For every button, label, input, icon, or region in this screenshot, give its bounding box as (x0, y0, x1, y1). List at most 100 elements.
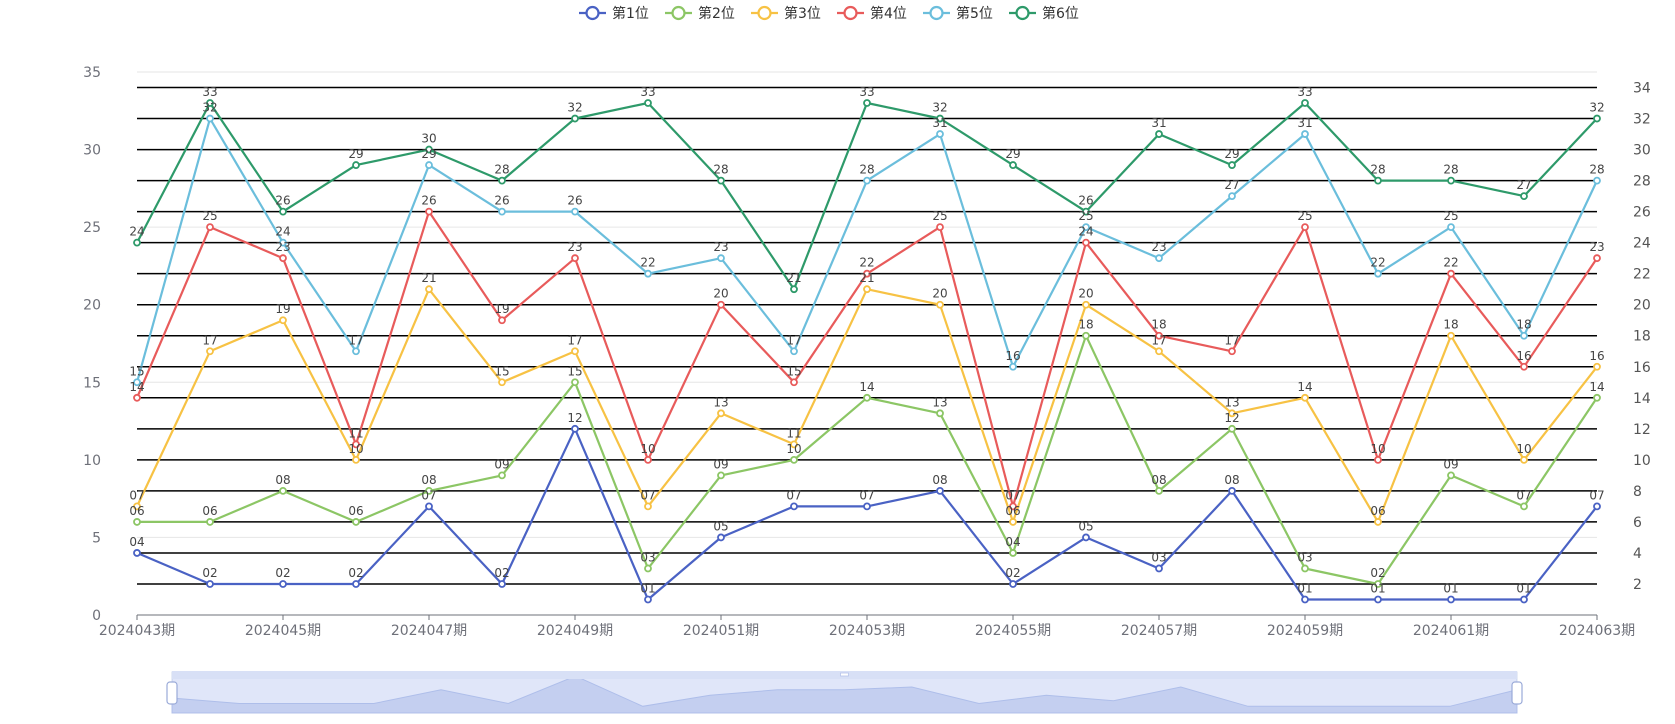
data-point[interactable] (498, 471, 506, 480)
data-point[interactable] (1009, 518, 1017, 526)
data-point[interactable] (498, 378, 506, 387)
legend-item[interactable]: 第5位 (923, 5, 993, 22)
data-point[interactable] (1301, 99, 1309, 107)
data-point[interactable] (790, 502, 798, 511)
data-point[interactable] (352, 347, 360, 356)
legend-item[interactable]: 第6位 (1009, 5, 1079, 22)
data-point[interactable] (863, 393, 871, 402)
data-point[interactable] (1520, 595, 1528, 604)
data-point[interactable] (279, 254, 287, 263)
data-point[interactable] (1155, 486, 1163, 495)
data-point[interactable] (1447, 471, 1455, 480)
data-point[interactable] (1374, 455, 1382, 464)
data-point[interactable] (790, 455, 798, 464)
data-point[interactable] (790, 440, 798, 449)
data-point[interactable] (1082, 533, 1090, 542)
data-point[interactable] (1447, 331, 1455, 340)
data-point[interactable] (644, 455, 652, 464)
data-point[interactable] (1374, 580, 1382, 588)
data-point[interactable] (1374, 595, 1382, 604)
data-point[interactable] (1301, 595, 1309, 604)
data-point[interactable] (1228, 486, 1236, 495)
data-point[interactable] (717, 533, 725, 542)
data-point[interactable] (1593, 502, 1601, 511)
data-point[interactable] (571, 207, 579, 216)
data-point[interactable] (1447, 595, 1455, 604)
data-point[interactable] (498, 207, 506, 216)
data-point[interactable] (279, 238, 287, 247)
data-point[interactable] (1520, 502, 1528, 511)
data-point[interactable] (1228, 409, 1236, 418)
data-point[interactable] (790, 285, 798, 294)
data-point[interactable] (1374, 269, 1382, 278)
data-point[interactable] (498, 580, 506, 588)
data-point[interactable] (644, 502, 652, 511)
data-point[interactable] (425, 486, 433, 495)
data-point[interactable] (936, 409, 944, 418)
data-point[interactable] (571, 347, 579, 356)
data-point[interactable] (279, 207, 287, 216)
data-point[interactable] (717, 471, 725, 480)
data-point[interactable] (1082, 300, 1090, 309)
data-point[interactable] (279, 486, 287, 495)
data-point[interactable] (133, 518, 141, 526)
legend-item[interactable]: 第4位 (837, 5, 907, 22)
data-point[interactable] (352, 580, 360, 588)
data-point[interactable] (352, 161, 360, 169)
data-point[interactable] (1009, 502, 1017, 511)
data-point[interactable] (1447, 176, 1455, 185)
data-point[interactable] (936, 300, 944, 309)
data-point[interactable] (133, 238, 141, 247)
data-point[interactable] (425, 207, 433, 216)
data-point[interactable] (1593, 176, 1601, 185)
data-point[interactable] (1082, 331, 1090, 340)
data-point[interactable] (498, 316, 506, 325)
data-point[interactable] (1228, 161, 1236, 169)
data-point[interactable] (1228, 347, 1236, 356)
data-point[interactable] (644, 595, 652, 604)
legend-item[interactable]: 第1位 (579, 5, 649, 22)
data-point[interactable] (206, 580, 214, 588)
data-point[interactable] (352, 518, 360, 526)
data-point[interactable] (133, 549, 141, 557)
data-point[interactable] (206, 347, 214, 356)
data-point[interactable] (863, 269, 871, 278)
data-point[interactable] (790, 347, 798, 356)
data-point[interactable] (644, 269, 652, 278)
data-point[interactable] (1374, 518, 1382, 526)
data-point[interactable] (279, 580, 287, 588)
data-point[interactable] (644, 99, 652, 107)
data-point[interactable] (498, 176, 506, 185)
data-point[interactable] (1009, 161, 1017, 169)
data-point[interactable] (1374, 176, 1382, 185)
data-point[interactable] (1155, 331, 1163, 340)
data-point[interactable] (206, 518, 214, 526)
data-point[interactable] (863, 502, 871, 511)
data-point[interactable] (206, 223, 214, 232)
data-point[interactable] (1301, 130, 1309, 138)
zoom-move-handle[interactable] (840, 672, 849, 677)
data-point[interactable] (1520, 455, 1528, 464)
data-point[interactable] (425, 145, 433, 154)
data-point[interactable] (425, 502, 433, 511)
data-point[interactable] (1082, 238, 1090, 247)
data-point[interactable] (1155, 130, 1163, 138)
data-point[interactable] (1082, 207, 1090, 216)
data-point[interactable] (206, 114, 214, 123)
data-point[interactable] (133, 393, 141, 402)
data-point[interactable] (1155, 564, 1163, 573)
data-point[interactable] (571, 254, 579, 263)
data-point[interactable] (1447, 223, 1455, 232)
zoom-left-handle[interactable] (166, 681, 178, 705)
data-point[interactable] (1009, 580, 1017, 588)
data-point[interactable] (717, 300, 725, 309)
data-point[interactable] (425, 285, 433, 294)
data-point[interactable] (1593, 393, 1601, 402)
data-point[interactable] (1520, 362, 1528, 371)
data-point[interactable] (717, 254, 725, 263)
data-point[interactable] (133, 502, 141, 511)
data-point[interactable] (863, 99, 871, 107)
data-point[interactable] (1520, 331, 1528, 340)
data-point[interactable] (644, 564, 652, 573)
data-point[interactable] (1593, 114, 1601, 123)
